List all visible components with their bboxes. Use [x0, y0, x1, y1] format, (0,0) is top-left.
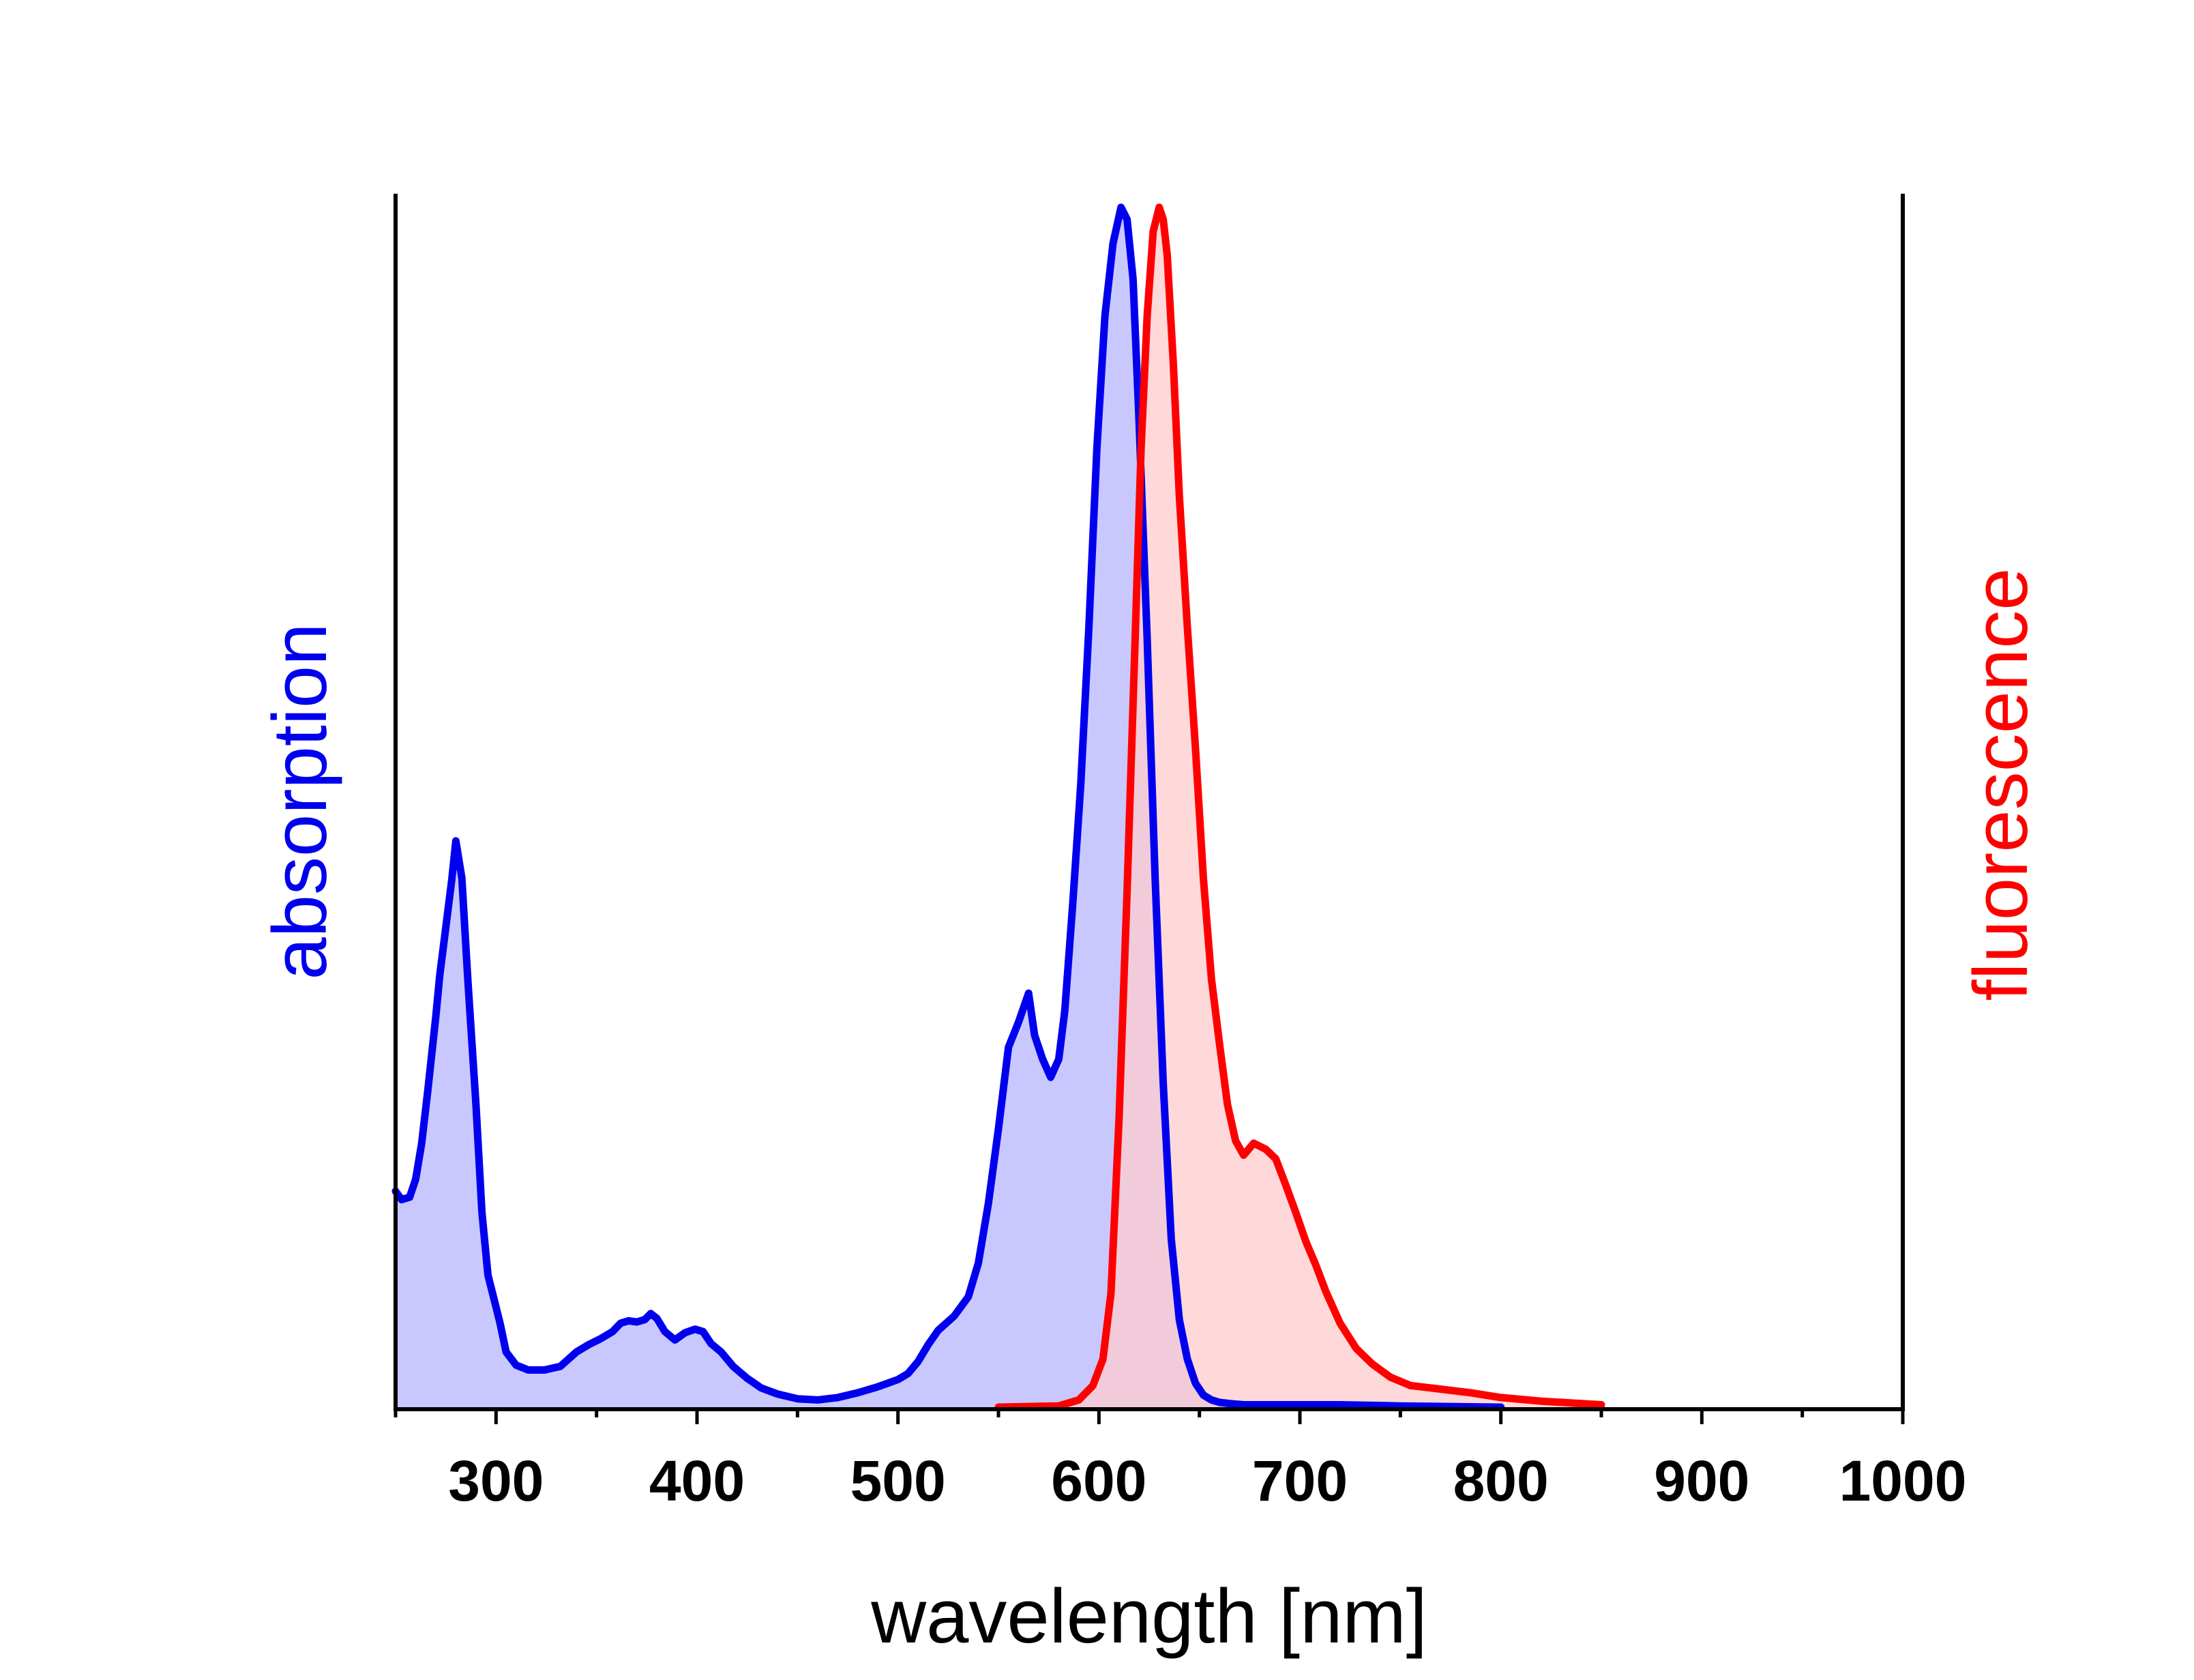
absorption-area [396, 207, 1501, 1407]
absorption-line [391, 203, 1505, 1411]
x-tick-label: 600 [1051, 1449, 1146, 1513]
x-tick-label: 500 [850, 1449, 946, 1513]
x-axis-tick-labels: 300 400 500 600 700 800 900 1000 [448, 1449, 1966, 1513]
fluorescence-area [998, 207, 1601, 1407]
right-axis-title: fluorescence [1958, 568, 2043, 1001]
x-tick-label: 700 [1252, 1449, 1348, 1513]
left-axis-title: absorption [257, 623, 342, 979]
x-tick-label: 300 [448, 1449, 544, 1513]
x-tick-label: 1000 [1839, 1449, 1967, 1513]
x-tick-label: 800 [1453, 1449, 1549, 1513]
x-tick-label: 900 [1654, 1449, 1749, 1513]
x-tick-label: 400 [649, 1449, 745, 1513]
fluorescence-line [994, 203, 1605, 1411]
x-axis-title: wavelength [nm] [870, 1574, 1427, 1659]
series-lines [391, 203, 1605, 1411]
series-areas [396, 207, 1601, 1407]
x-axis-ticks [394, 1409, 1905, 1424]
